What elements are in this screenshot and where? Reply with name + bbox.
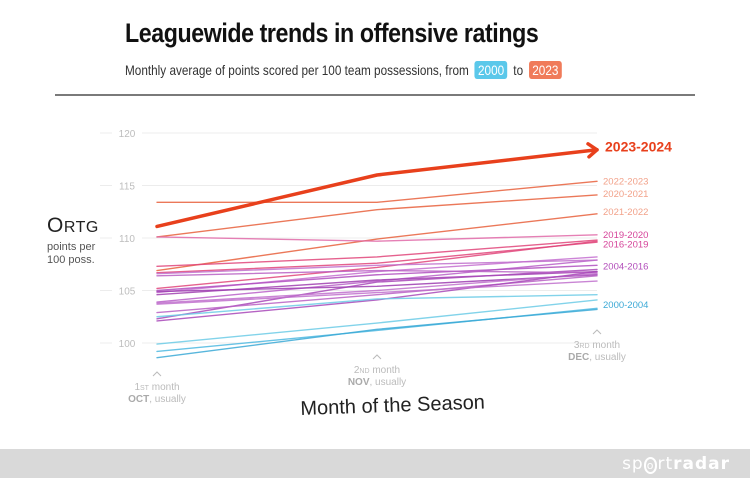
badge-start-year: 2000 [474,61,508,79]
logo-part-1: sp [622,454,644,474]
series-group-label: 2022-2023 [603,176,648,187]
series-group-label: 2019-2020 [603,230,648,241]
x-category-line1: 2ND month [354,365,400,376]
series-line-2022-2023 [156,180,598,204]
series-line-2010-2011 [156,259,598,275]
month-abbr: OCT [128,394,149,405]
series-line-2006-2007 [156,275,598,314]
ordinal-number: 2 [354,365,360,376]
series-group-label: 2000-2004 [603,300,648,311]
series-line-2003-2004 [156,294,598,318]
month-note: , usually [149,394,186,405]
series-group-label: 2016-2019 [603,239,648,250]
y-axis-title-rest: RTG [63,219,99,236]
y-axis-subtitle-line1: points per [47,241,96,253]
ordinal-number: 3 [574,340,580,351]
y-axis-title: ORTG [47,214,99,238]
series-line-2021-2022 [156,213,598,272]
caret-up-icon [152,371,162,377]
logo-part-bold: radar [673,454,730,474]
ordinal-rest: month [149,382,180,393]
series-line-2013-2014 [156,264,598,292]
x-category-line1: 3RD month [574,340,620,351]
y-axis-subtitle: points per 100 poss. [47,241,107,267]
series-group-label: 2004-2016 [603,261,648,272]
ordinal-rest: month [370,365,401,376]
series-line-2014-2015 [156,259,598,303]
sportradar-logo: sp o rtradar [622,454,730,474]
header-divider [55,94,695,96]
arrowhead-icon [586,142,599,159]
series-group-label: 2020-2021 [603,189,648,200]
ordinal-number: 1 [134,382,140,393]
series-line-2000-2001 [156,308,598,359]
series-line-2016-2017 [156,240,598,290]
month-abbr: NOV [348,377,370,388]
series-line-2004-2005 [156,280,598,305]
ordinal-suffix: ST [140,385,150,392]
chart-title: Leaguewide trends in offensive ratings [125,18,539,48]
x-category-line2: DEC, usually [568,352,626,363]
y-tick-label: 110 [119,234,135,245]
month-note: , usually [589,352,626,363]
x-category-line2: NOV, usually [348,377,406,388]
ordinal-suffix: RD [579,343,589,350]
y-tick-label: 115 [119,182,135,193]
ordinal-rest: month [590,340,621,351]
subtitle-to: to [513,62,524,78]
group-labels: 2023-2024 2022-2023 2020-2021 2021-2022 2019… [603,139,672,312]
logo-part-o: o [643,457,658,474]
y-tick-label: 100 [119,339,136,350]
series-line-2005-2006 [156,270,598,322]
caret-up-icon [372,354,382,360]
y-axis-subtitle-line2: 100 poss. [47,254,95,266]
series-line-2023-2024 [155,148,599,229]
ordinal-suffix: ND [359,368,369,375]
y-axis-title-first: O [47,214,64,237]
series-lines [155,142,599,359]
series-line-2018-2019 [156,239,598,268]
x-category-line1: 1ST month [134,382,179,393]
y-axis-ticks: 100 105 110 115 120 [119,129,136,350]
y-tick-label: 120 [119,129,136,140]
logo-part-2: rt [657,454,674,474]
badge-end-year: 2023 [528,61,562,79]
series-line-2002-2003 [156,299,598,345]
month-note: , usually [369,377,406,388]
series-line-2007-2008 [156,273,598,304]
series-group-label: 2023-2024 [605,139,672,155]
y-tick-label: 105 [119,287,136,298]
series-line-2008-2009 [156,274,598,293]
series-line-2009-2010 [156,269,598,277]
series-line-2019-2020 [156,234,598,242]
series-group-label: 2021-2022 [603,207,648,218]
subtitle-text: Monthly average of points scored per 100… [125,62,469,78]
series-line-2020-2021 [156,194,598,238]
month-abbr: DEC [568,352,589,363]
x-category-line2: OCT, usually [128,394,186,405]
chart-subtitle: Monthly average of points scored per 100… [125,61,564,79]
footer-bar: sp o rtradar [0,449,750,478]
caret-up-icon [592,329,602,335]
